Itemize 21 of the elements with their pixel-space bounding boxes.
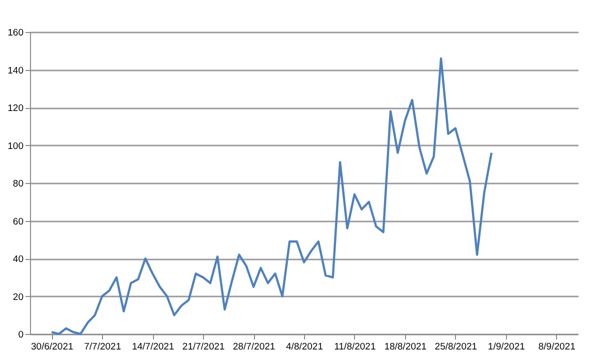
line-series bbox=[50, 57, 493, 336]
x-tick-label: 11/8/2021 bbox=[334, 342, 376, 352]
y-tick-label: 0 bbox=[18, 330, 24, 340]
x-tick-label: 28/7/2021 bbox=[232, 342, 276, 352]
x-tick-label: 21/7/2021 bbox=[182, 342, 225, 352]
y-tick-label: 140 bbox=[8, 65, 24, 76]
y-tick-label: 60 bbox=[12, 216, 24, 228]
y-tick-label: 80 bbox=[12, 178, 24, 190]
x-tick-label: 14/7/2021 bbox=[132, 342, 174, 352]
x-tick-label: 25/8/2021 bbox=[434, 342, 478, 352]
x-tick-label: 18/8/2021 bbox=[384, 342, 427, 352]
y-tick-label: 160 bbox=[8, 28, 24, 38]
y-tick-label: 40 bbox=[12, 254, 24, 265]
x-tick-label: 8/9/2021 bbox=[538, 342, 576, 352]
x-tick-label: 7/7/2021 bbox=[84, 342, 122, 352]
y-tick-label: 100 bbox=[8, 140, 24, 152]
y-tick-label: 20 bbox=[12, 292, 24, 303]
x-tick-label: 30/6/2021 bbox=[31, 342, 74, 352]
x-tick-label: 1/9/2021 bbox=[488, 342, 525, 352]
y-tick-label: 120 bbox=[8, 103, 24, 114]
x-tick-label: 4/8/2021 bbox=[286, 342, 323, 352]
